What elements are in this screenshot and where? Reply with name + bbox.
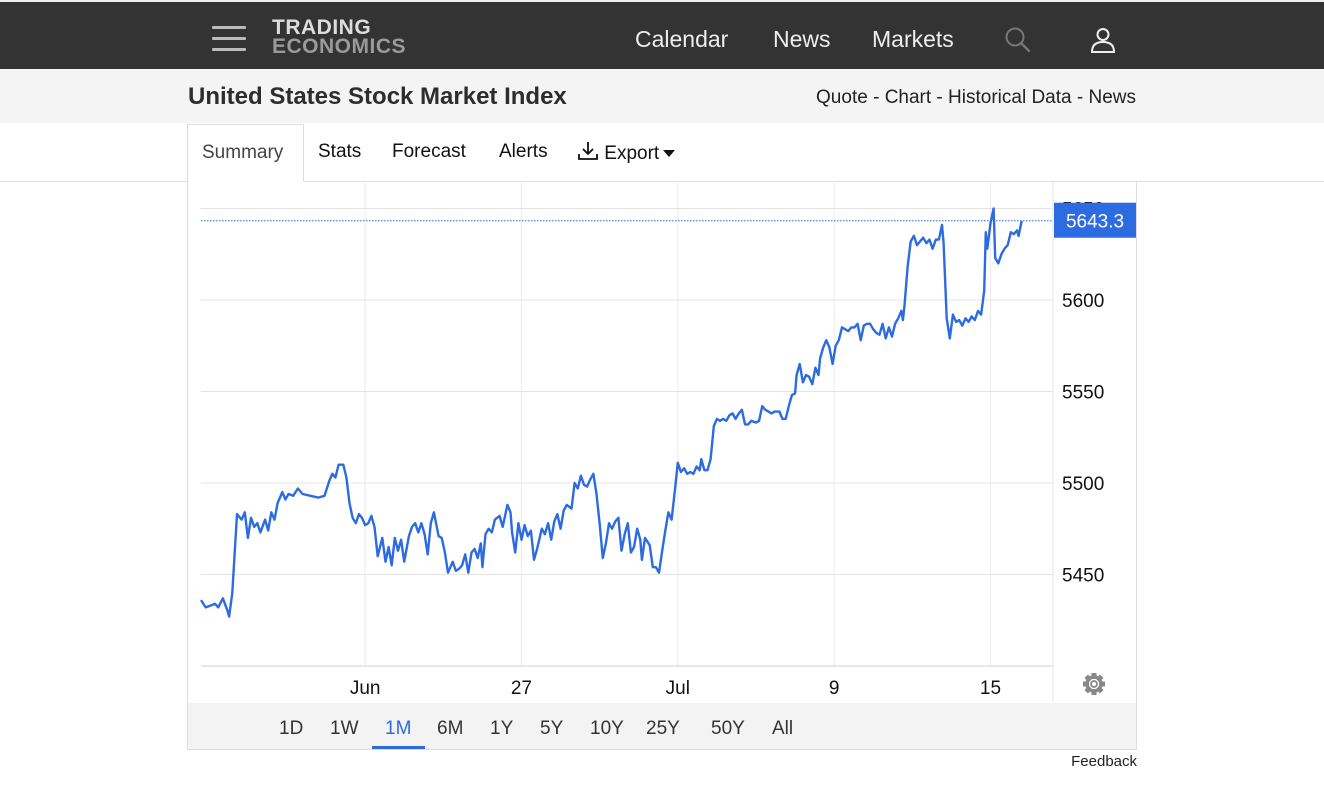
download-icon bbox=[578, 142, 598, 160]
y-tick-label: 5450 bbox=[1062, 565, 1104, 586]
tab-divider bbox=[0, 181, 1324, 182]
breadcrumb-separator: - bbox=[867, 87, 885, 108]
breadcrumb-chart[interactable]: Chart bbox=[884, 87, 932, 108]
top-nav-bar: TRADING ECONOMICS Calendar News Markets bbox=[0, 0, 1324, 69]
logo[interactable]: TRADING ECONOMICS bbox=[272, 16, 407, 58]
x-tick-label: 27 bbox=[511, 678, 532, 699]
user-icon[interactable] bbox=[1089, 26, 1117, 59]
logo-line1: TRADING bbox=[272, 16, 372, 39]
series-line bbox=[199, 207, 1023, 618]
chart-panel: 54505500555056005650Jun27Jul9155643.3 bbox=[187, 181, 1137, 750]
x-tick-label: Jun bbox=[350, 678, 381, 699]
period-selector: 1D 1W 1M 6M 1Y 5Y 10Y 25Y 50Y All bbox=[188, 703, 1136, 749]
last-value-badge bbox=[1054, 202, 1136, 238]
period-button-25y[interactable]: 25Y bbox=[646, 718, 680, 739]
search-icon[interactable] bbox=[1004, 26, 1032, 59]
title-bar: United States Stock Market Index Quote -… bbox=[0, 69, 1324, 123]
x-tick-label: 15 bbox=[980, 678, 1001, 699]
gear-icon[interactable] bbox=[1083, 673, 1105, 695]
tab-stats[interactable]: Stats bbox=[318, 141, 362, 162]
breadcrumb-quote[interactable]: Quote bbox=[816, 87, 868, 108]
logo-line2: ECONOMICS bbox=[272, 35, 407, 58]
period-button-1w[interactable]: 1W bbox=[330, 718, 359, 739]
nav-news[interactable]: News bbox=[773, 26, 831, 52]
period-button-6m[interactable]: 6M bbox=[437, 718, 464, 739]
export-label: Export bbox=[604, 143, 660, 164]
nav-calendar[interactable]: Calendar bbox=[635, 26, 729, 52]
tab-summary[interactable]: Summary bbox=[187, 124, 304, 182]
chevron-down-icon bbox=[663, 150, 676, 158]
y-tick-label: 5500 bbox=[1062, 474, 1104, 495]
y-tick-label: 5600 bbox=[1062, 291, 1104, 312]
x-tick-label: Jul bbox=[666, 678, 690, 699]
breadcrumb-news[interactable]: News bbox=[1088, 87, 1136, 108]
export-dropdown[interactable]: Export bbox=[577, 140, 676, 165]
tab-alerts[interactable]: Alerts bbox=[499, 141, 548, 162]
top-edge-strip bbox=[0, 0, 1324, 2]
hamburger-menu-icon[interactable] bbox=[212, 26, 246, 52]
last-value-label: 5643.3 bbox=[1066, 212, 1124, 233]
breadcrumb-separator: - bbox=[931, 87, 949, 108]
period-button-1d[interactable]: 1D bbox=[279, 718, 304, 739]
page-title: United States Stock Market Index bbox=[188, 83, 567, 110]
y-tick-label: 5550 bbox=[1062, 382, 1104, 403]
tab-forecast[interactable]: Forecast bbox=[392, 141, 466, 162]
breadcrumb-historical-data[interactable]: Historical Data bbox=[948, 87, 1072, 108]
breadcrumb-separator: - bbox=[1071, 87, 1089, 108]
period-button-10y[interactable]: 10Y bbox=[590, 718, 624, 739]
x-tick-label: 9 bbox=[829, 678, 840, 699]
breadcrumb: Quote - Chart - Historical Data - News bbox=[816, 87, 1136, 109]
period-button-all[interactable]: All bbox=[772, 718, 794, 739]
period-button-5y[interactable]: 5Y bbox=[540, 718, 564, 739]
price-chart[interactable]: 54505500555056005650Jun27Jul9155643.3 bbox=[188, 181, 1136, 703]
feedback-link[interactable]: Feedback bbox=[1071, 753, 1137, 770]
period-button-1m[interactable]: 1M bbox=[385, 718, 412, 739]
nav-markets[interactable]: Markets bbox=[872, 26, 954, 52]
tab-summary-label: Summary bbox=[202, 142, 284, 163]
period-button-50y[interactable]: 50Y bbox=[711, 718, 745, 739]
selected-period-underline bbox=[372, 746, 425, 749]
period-button-1y[interactable]: 1Y bbox=[490, 718, 514, 739]
